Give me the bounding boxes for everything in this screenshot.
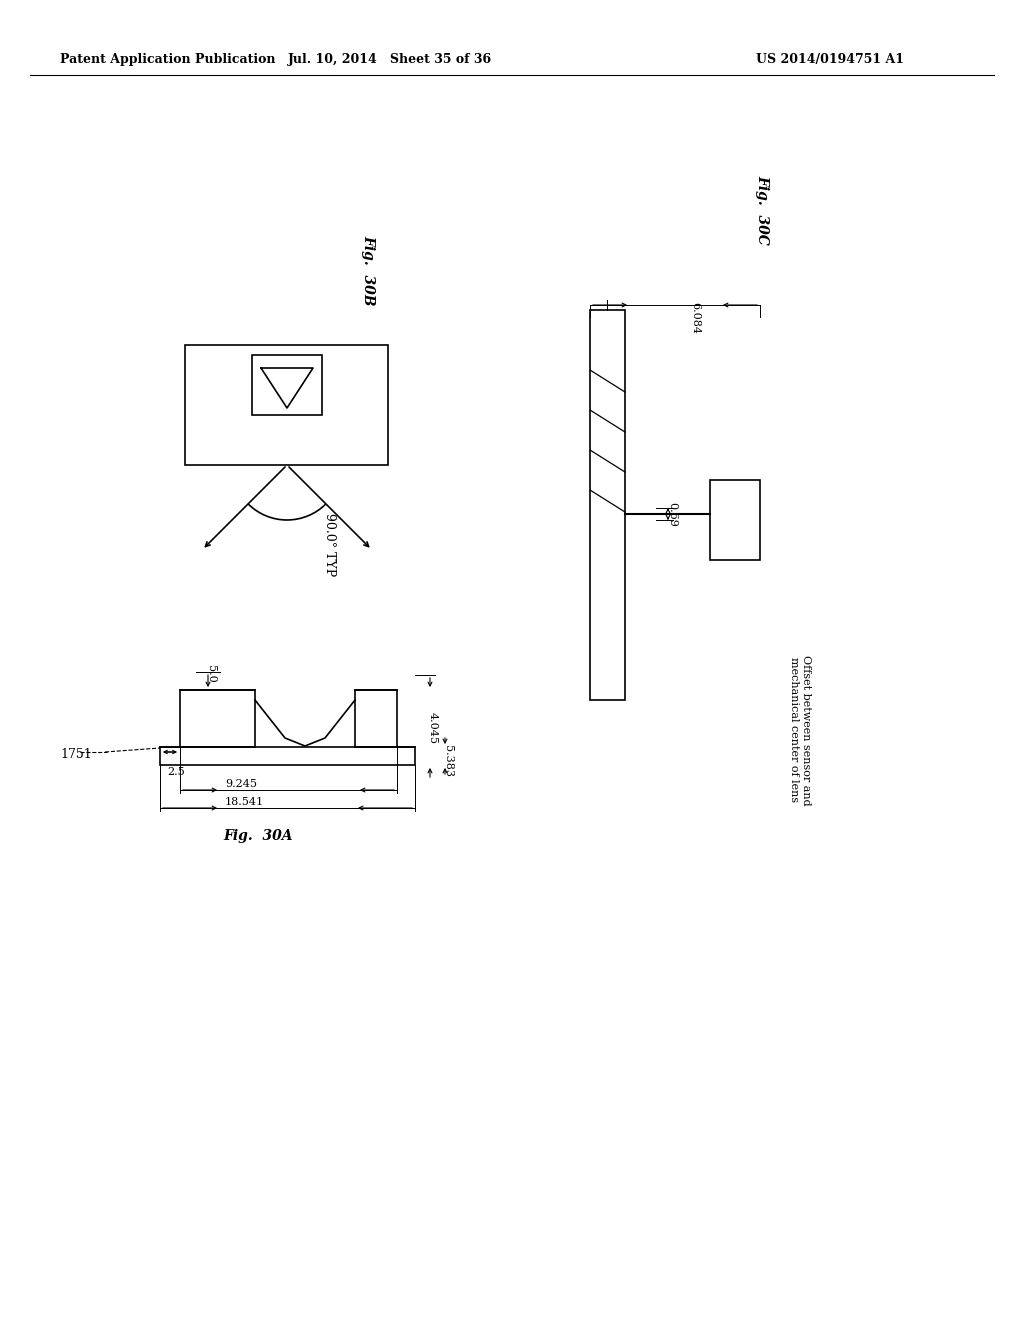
Text: Offset between sensor and
mechanical center of lens: Offset between sensor and mechanical cen… (790, 655, 811, 805)
Bar (180, 690, 255, 747)
Text: 5.383: 5.383 (443, 744, 453, 777)
Text: Jul. 10, 2014   Sheet 35 of 36: Jul. 10, 2014 Sheet 35 of 36 (288, 54, 493, 66)
Text: 1751: 1751 (60, 747, 92, 760)
Text: Fig.  30B: Fig. 30B (361, 235, 375, 305)
Text: 18.541: 18.541 (225, 797, 264, 807)
Text: 90.0° TYP: 90.0° TYP (324, 513, 337, 577)
Bar (710, 480, 760, 560)
Bar (185, 345, 388, 465)
Text: 0.69: 0.69 (667, 502, 677, 527)
Text: Fig.  30C: Fig. 30C (755, 176, 769, 246)
Text: US 2014/0194751 A1: US 2014/0194751 A1 (756, 54, 904, 66)
Text: 9.245: 9.245 (225, 779, 257, 789)
Text: Fig.  30A: Fig. 30A (223, 829, 293, 843)
Text: 5.0: 5.0 (206, 665, 216, 682)
Bar (355, 690, 397, 747)
Bar (590, 310, 625, 700)
Bar (160, 747, 415, 766)
Text: 6.084: 6.084 (690, 302, 700, 334)
Text: 2.5: 2.5 (167, 767, 184, 777)
Bar (252, 355, 322, 414)
Text: 4.045: 4.045 (428, 711, 438, 743)
Text: Patent Application Publication: Patent Application Publication (60, 54, 275, 66)
